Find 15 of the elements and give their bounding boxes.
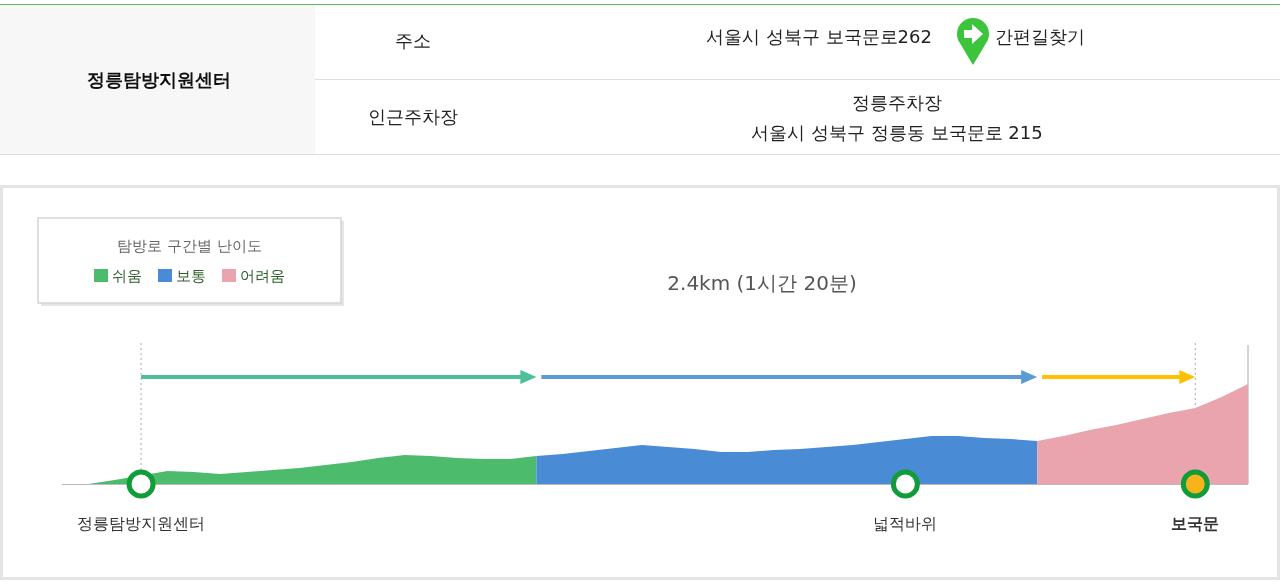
- text: 주소: [395, 30, 431, 51]
- legend-title: 탐방로 구간별 난이도: [117, 237, 262, 255]
- text: 정릉탐방지원센터: [87, 69, 231, 90]
- text: 간편길찾기: [995, 26, 1085, 47]
- legend-label: 쉬움: [112, 267, 142, 285]
- x-tick-label: 보국문: [1171, 514, 1220, 533]
- x-tick-label: 넓적바위: [873, 514, 938, 533]
- text: 서울시 성북구 정릉동 보국문로 215: [751, 122, 1043, 143]
- chart-title: 2.4km (1시간 20분): [667, 271, 857, 295]
- legend-label: 어려움: [240, 267, 285, 285]
- text: 인근주차장: [368, 106, 458, 127]
- x-tick-label: 정릉탐방지원센터: [77, 514, 206, 533]
- text: 서울시 성북구 보국문로262: [706, 26, 932, 47]
- legend-label: 보통: [176, 267, 206, 285]
- text: 정릉주차장: [852, 92, 942, 113]
